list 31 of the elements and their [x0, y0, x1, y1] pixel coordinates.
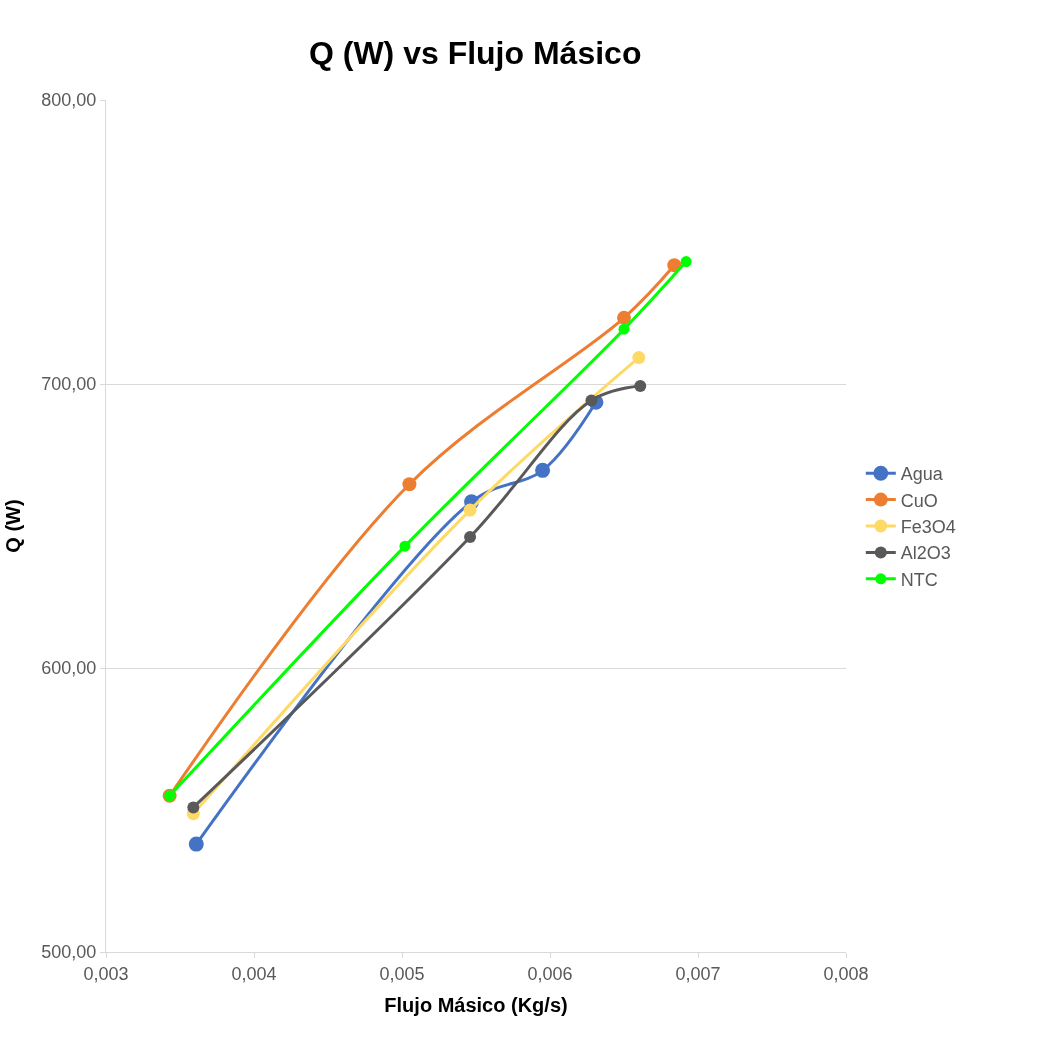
point — [585, 394, 598, 407]
point — [188, 836, 204, 852]
y-tick-label: 600,00 — [41, 658, 97, 679]
x-axis-title: Flujo Másico (Kg/s) — [384, 994, 568, 1017]
point — [535, 462, 551, 478]
point — [634, 379, 647, 392]
x-tick-label: 0,007 — [675, 963, 721, 984]
legend-label: Agua — [900, 464, 944, 485]
chart-title: Q (W) vs Flujo Másico — [308, 35, 642, 72]
y-tick-label: 500,00 — [41, 942, 97, 963]
x-tick-label: 0,005 — [379, 963, 425, 984]
legend-label: NTC — [900, 569, 938, 590]
point — [187, 801, 200, 814]
x-tick-label: 0,006 — [527, 963, 573, 984]
x-tick-label: 0,008 — [823, 963, 869, 984]
point — [680, 256, 692, 268]
point — [402, 477, 417, 492]
y-tick-label: 700,00 — [41, 374, 97, 395]
point — [399, 540, 411, 552]
point — [618, 323, 630, 335]
y-tick-label: 800,00 — [41, 90, 97, 111]
legend-label: CuO — [900, 490, 938, 511]
x-tick-label: 0,004 — [231, 963, 277, 984]
y-axis-title: Q (W) — [1, 499, 24, 553]
legend-label: Fe3O4 — [900, 517, 956, 538]
legend-label: Al2O3 — [900, 543, 951, 564]
x-tick-label: 0,003 — [83, 963, 129, 984]
point — [463, 503, 477, 517]
point — [617, 310, 631, 325]
point — [464, 531, 477, 544]
point — [632, 351, 646, 365]
